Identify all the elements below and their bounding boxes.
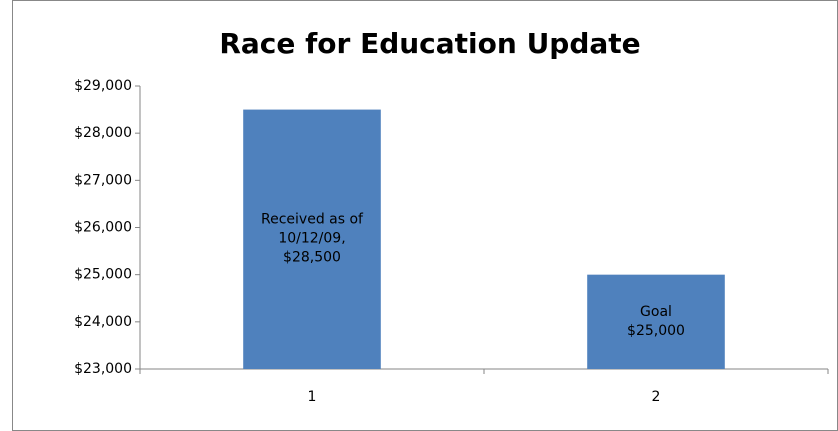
y-tick-label: $23,000 (74, 361, 132, 377)
data-label: Received as of 10/12/09, $28,500 (261, 211, 363, 266)
bar (587, 274, 725, 369)
chart-title: Race for Education Update (219, 27, 640, 60)
y-tick-label: $25,000 (74, 267, 132, 283)
y-tick-label: $28,000 (74, 125, 132, 141)
y-tick-label: $29,000 (74, 78, 132, 94)
bar (243, 109, 381, 369)
x-tick-label: 2 (652, 389, 661, 405)
data-label: Goal $25,000 (627, 303, 685, 339)
x-tick-label: 1 (308, 389, 317, 405)
y-tick-label: $26,000 (74, 220, 132, 236)
y-tick-label: $27,000 (74, 172, 132, 188)
y-tick-label: $24,000 (74, 314, 132, 330)
